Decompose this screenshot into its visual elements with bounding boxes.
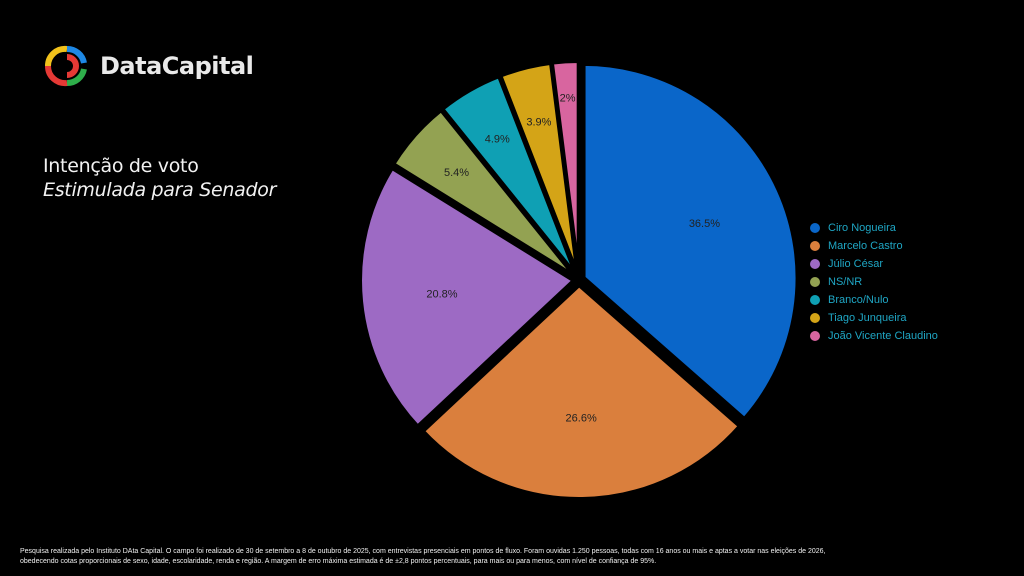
legend-label: NS/NR — [828, 276, 863, 288]
pie-data-label-6: 3.9% — [526, 117, 551, 129]
legend-item: Marcelo Castro — [810, 237, 938, 255]
chart-legend: Ciro Nogueira Marcelo Castro Júlio César NS… — [810, 219, 938, 345]
datacapital-logo-icon — [44, 45, 87, 87]
legend-item: João Vicente Claudino — [810, 327, 938, 345]
pie-data-label-3: 20.8% — [426, 289, 457, 301]
legend-item: Branco/Nulo — [810, 291, 938, 309]
chart-subtitle: Estimulada para Senador — [43, 179, 277, 201]
pie-slice-7 — [549, 59, 581, 276]
pie-slice-3 — [358, 165, 578, 430]
legend-swatch — [810, 223, 820, 233]
chart-title: Intenção de voto — [43, 155, 199, 177]
legend-label: Ciro Nogueira — [828, 222, 896, 234]
legend-item: Tiago Junqueira — [810, 309, 938, 327]
brand-name: DataCapital — [100, 52, 254, 80]
chart-title-block: Intenção de voto Estimulada para Senador — [43, 155, 276, 201]
legend-label: Marcelo Castro — [828, 240, 903, 252]
legend-item: Ciro Nogueira — [810, 219, 938, 237]
legend-swatch — [810, 295, 820, 305]
legend-swatch — [810, 277, 820, 287]
footnote: Pesquisa realizada pelo Instituto DAta C… — [20, 547, 1010, 567]
legend-label: Júlio César — [828, 258, 884, 270]
pie-data-label-4: 5.4% — [444, 167, 469, 179]
legend-swatch — [810, 313, 820, 323]
legend-label: Tiago Junqueira — [828, 312, 907, 324]
legend-swatch — [810, 241, 820, 251]
legend-label: João Vicente Claudino — [828, 330, 938, 342]
pie-data-label-2: 26.6% — [566, 413, 597, 425]
pie-data-label-5: 4.9% — [485, 134, 510, 146]
pie-slice-1 — [581, 61, 800, 422]
legend-label: Branco/Nulo — [828, 294, 889, 306]
footnote-line-1: Pesquisa realizada pelo Instituto DAta C… — [20, 548, 826, 555]
legend-item: Júlio César — [810, 255, 938, 273]
legend-swatch — [810, 259, 820, 269]
pie-slice-2 — [419, 282, 743, 501]
legend-item: NS/NR — [810, 273, 938, 291]
brand: DataCapital — [42, 41, 254, 91]
legend-swatch — [810, 331, 820, 341]
pie-data-label-7: 2% — [560, 93, 576, 105]
pie-data-label-1: 36.5% — [689, 218, 720, 230]
footnote-line-2: obedecendo cotas proporcionais de sexo, … — [20, 558, 657, 565]
